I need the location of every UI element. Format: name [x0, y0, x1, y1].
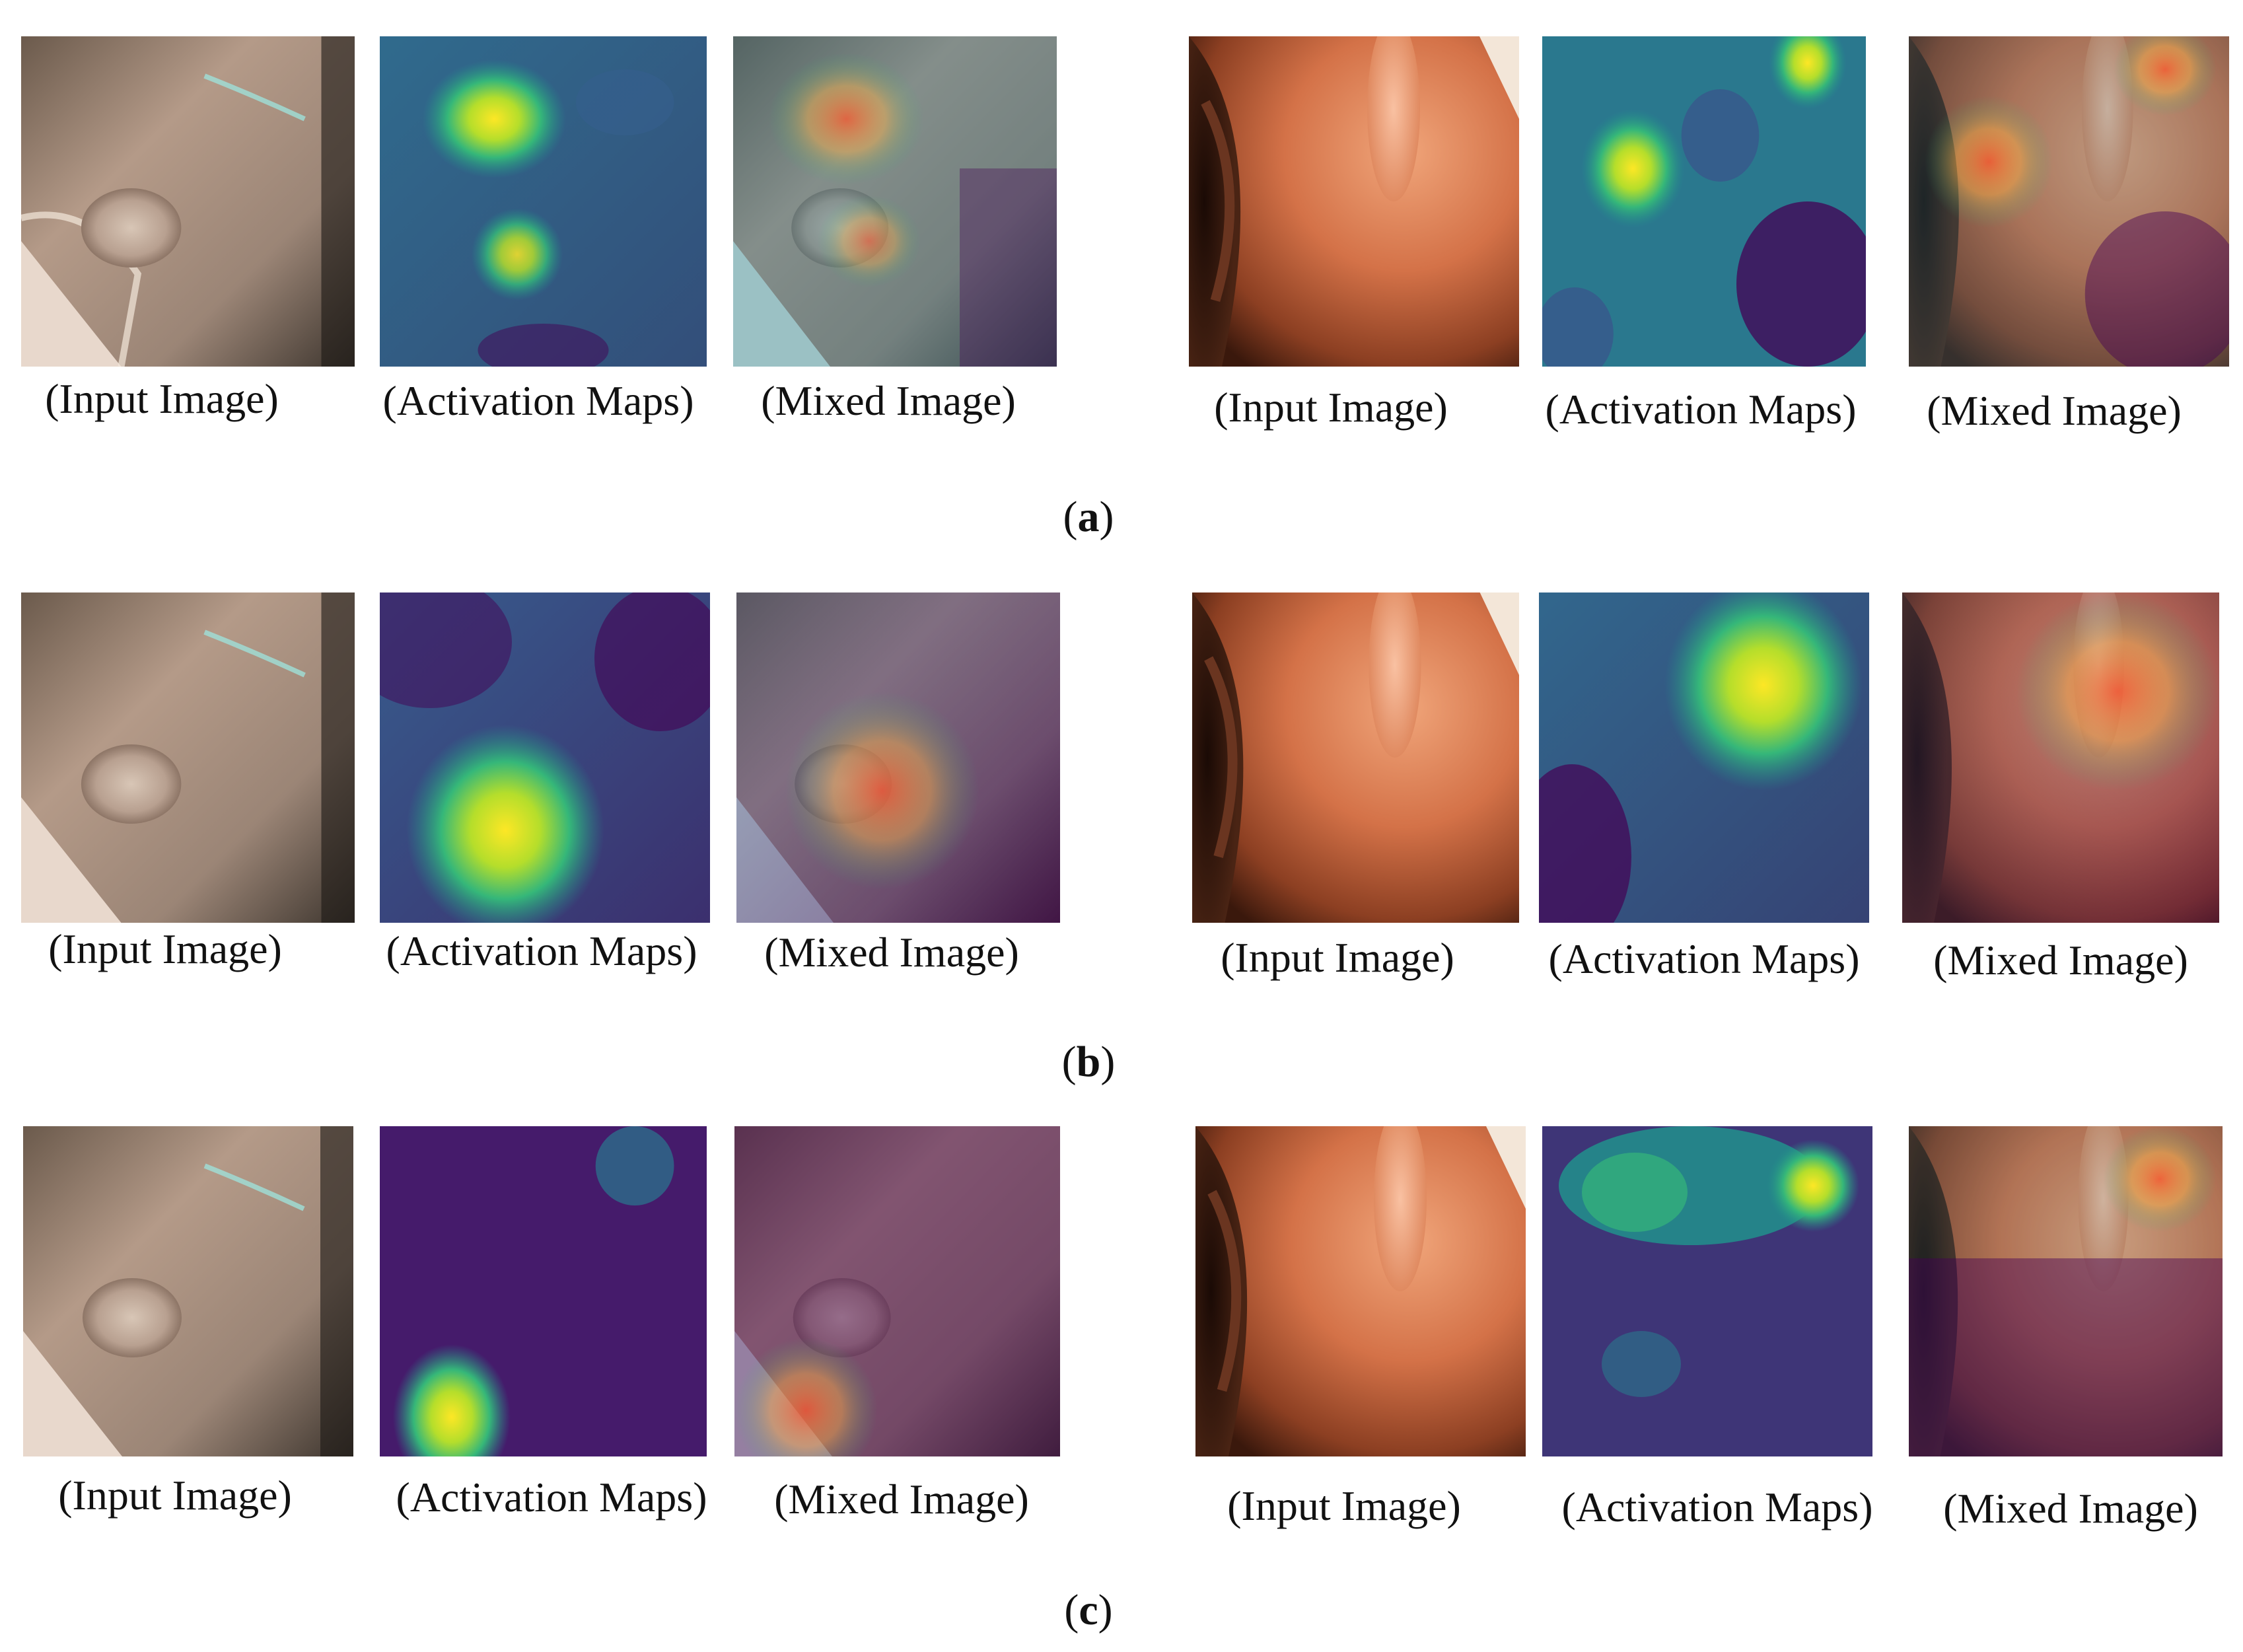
row-c-left-mixed-caption: (Mixed Image) — [774, 1476, 1029, 1523]
row-a-right-activation-map — [1542, 36, 1866, 367]
row-a-left-activation-caption: (Activation Maps) — [382, 377, 694, 424]
row-a-left-mixed-caption: (Mixed Image) — [761, 377, 1016, 424]
row-c-label: (c) — [1064, 1586, 1113, 1634]
row-a-right-input-image — [1189, 36, 1519, 367]
row-b-left-input-caption: (Input Image) — [48, 925, 282, 972]
row-b-left-mixed-image — [736, 593, 1060, 923]
row-b-left-mixed-caption: (Mixed Image) — [764, 929, 1019, 976]
row-c-right-mixed-caption: (Mixed Image) — [1943, 1485, 2198, 1532]
row-a-left-activation-map — [380, 36, 707, 367]
row-b-right-input-caption: (Input Image) — [1221, 934, 1454, 981]
row-b-label: (b) — [1061, 1038, 1116, 1086]
row-a-label: (a) — [1063, 493, 1114, 541]
row-a-left-input-caption: (Input Image) — [45, 375, 279, 422]
row-a-right-input-caption: (Input Image) — [1214, 384, 1448, 431]
row-b-right-input-image — [1192, 593, 1519, 923]
row-a-left-input-image — [21, 36, 355, 367]
row-c-left-mixed-image — [734, 1126, 1060, 1456]
row-b-right-mixed-image — [1902, 593, 2219, 923]
row-b-left-activation-caption: (Activation Maps) — [386, 927, 697, 974]
row-c-right-activation-caption: (Activation Maps) — [1561, 1484, 1873, 1530]
row-b-right-activation-caption: (Activation Maps) — [1548, 935, 1860, 982]
row-c-left-input-caption: (Input Image) — [58, 1472, 292, 1519]
row-a-right-mixed-image — [1909, 36, 2229, 367]
row-c-left-activation-map — [380, 1126, 707, 1456]
row-b-left-input-image — [21, 593, 355, 923]
row-c-right-activation-map — [1542, 1126, 1872, 1456]
row-b-right-activation-map — [1539, 593, 1869, 923]
row-a-right-mixed-caption: (Mixed Image) — [1927, 387, 2182, 434]
row-c-right-mixed-image — [1909, 1126, 2223, 1456]
row-a-left-mixed-image — [733, 36, 1057, 367]
row-c-left-activation-caption: (Activation Maps) — [396, 1474, 707, 1521]
row-c-right-input-caption: (Input Image) — [1227, 1482, 1461, 1529]
row-b-left-activation-map — [380, 593, 710, 923]
row-c-right-input-image — [1195, 1126, 1526, 1456]
row-a-right-activation-caption: (Activation Maps) — [1545, 386, 1857, 433]
row-c-left-input-image — [23, 1126, 353, 1456]
row-b-right-mixed-caption: (Mixed Image) — [1933, 937, 2188, 984]
